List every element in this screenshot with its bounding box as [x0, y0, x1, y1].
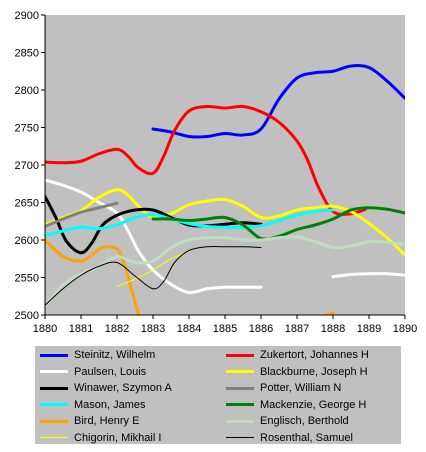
- legend-entry-paulsen-louis: Paulsen, Louis: [40, 364, 146, 380]
- legend-entry-rosenthal-samuel: Rosenthal, Samuel: [226, 430, 353, 446]
- legend-label: Winawer, Szymon A: [74, 382, 172, 394]
- series-line-potter-william-n: [45, 201, 119, 228]
- legend-entry-blackburne-joseph-h: Blackburne, Joseph H: [226, 364, 368, 380]
- axes-layer: 2500 2550 2600 2650 2700 2750 2800 2850 2900 1880…: [15, 10, 418, 335]
- series-line-rosenthal-samuel: [45, 245, 262, 306]
- x-tick-label: 1883: [141, 323, 165, 335]
- legend-label: Zukertort, Johannes H: [260, 349, 369, 361]
- x-tick-label: 1889: [357, 323, 381, 335]
- series-line-paulsen-louis: [45, 178, 263, 295]
- series-line-winawer-szymon-a: [45, 195, 263, 255]
- legend-label: Blackburne, Joseph H: [260, 365, 368, 378]
- legend-label: Bird, Henry E: [74, 415, 140, 427]
- x-tick-label: 1880: [33, 323, 57, 335]
- legend-swatch: [40, 419, 68, 423]
- legend-label: Mackenzie, George H: [260, 398, 367, 411]
- legend-label: Potter, William N: [260, 382, 342, 394]
- rating-line-chart: 2500 2550 2600 2650 2700 2750 2800 2850 2900 1880…: [15, 10, 418, 335]
- legend: Steinitz, Wilhelm Zukertort, Johannes H Pa…: [35, 346, 401, 444]
- x-tick-label: 1885: [213, 323, 237, 335]
- legend-entry-mason-james: Mason, James: [40, 397, 146, 413]
- x-tick-label: 1886: [249, 323, 273, 335]
- series-line-blackburne-joseph-h: [45, 188, 405, 257]
- legend-swatch: [226, 437, 254, 438]
- legend-swatch: [226, 403, 254, 406]
- legend-swatch: [226, 419, 254, 423]
- y-tick-label: 2650: [15, 198, 39, 210]
- series-line-mason-james: [45, 208, 335, 237]
- legend-swatch: [226, 370, 254, 373]
- y-tick-label: 2850: [15, 48, 39, 60]
- series-line-zukertort-johannes-h: [45, 104, 367, 216]
- x-tick-label: 1890: [393, 323, 417, 335]
- legend-entry-potter-william-n: Potter, William N: [226, 380, 341, 396]
- series-line-chigorin-mikhail-i: [116, 250, 190, 287]
- legend-swatch: [40, 403, 68, 406]
- series-layer: [45, 64, 405, 315]
- legend-entry-winawer-szymon-a: Winawer, Szymon A: [40, 380, 172, 396]
- legend-swatch: [226, 386, 254, 390]
- x-tick-label: 1884: [177, 323, 201, 335]
- legend-entry-bird-henry-e: Bird, Henry E: [40, 413, 139, 429]
- series-line-englisch-berthold: [45, 235, 405, 308]
- legend-label: Englisch, Berthold: [260, 415, 349, 427]
- legend-swatch: [40, 437, 68, 438]
- legend-entry-zukertort-johannes-h: Zukertort, Johannes H: [226, 347, 369, 363]
- y-tick-label: 2900: [15, 10, 39, 22]
- y-tick-label: 2800: [15, 85, 39, 97]
- legend-swatch: [40, 353, 68, 357]
- legend-entry-steinitz-wilhelm: Steinitz, Wilhelm: [40, 347, 155, 363]
- series-line-steinitz-wilhelm: [151, 64, 405, 139]
- legend-label: Paulsen, Louis: [74, 365, 147, 378]
- legend-entry-englisch-berthold: Englisch, Berthold: [226, 413, 349, 429]
- y-tick-label: 2750: [15, 123, 39, 135]
- x-tick-label: 1888: [321, 323, 345, 335]
- plot-area: [45, 15, 405, 315]
- y-tick-label: 2550: [15, 273, 39, 285]
- x-tick-label: 1881: [69, 323, 93, 335]
- series-line-paulsen-louis-later: [331, 272, 405, 279]
- legend-swatch: [40, 370, 68, 373]
- y-tick-label: 2500: [15, 310, 39, 322]
- legend-swatch: [40, 386, 68, 390]
- x-tick-label: 1882: [105, 323, 129, 335]
- legend-entry-chigorin-mikhail-i: Chigorin, Mikhail I: [40, 430, 161, 446]
- legend-label: Steinitz, Wilhelm: [74, 349, 156, 361]
- y-tick-label: 2700: [15, 160, 39, 172]
- x-tick-label: 1887: [285, 323, 309, 335]
- legend-label: Chigorin, Mikhail I: [74, 431, 162, 444]
- legend-label: Rosenthal, Samuel: [260, 431, 353, 444]
- y-tick-label: 2600: [15, 235, 39, 247]
- legend-swatch: [226, 353, 254, 357]
- legend-entry-mackenzie-george-h: Mackenzie, George H: [226, 397, 366, 413]
- legend-label: Mason, James: [74, 398, 146, 411]
